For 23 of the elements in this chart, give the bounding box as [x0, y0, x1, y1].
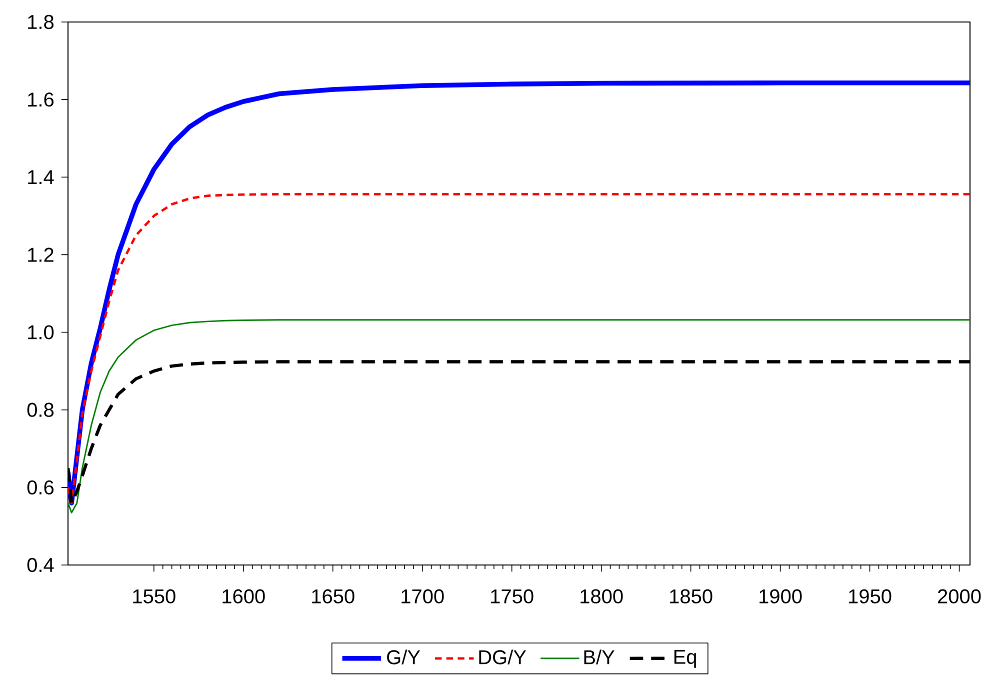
legend-label: B/Y	[584, 650, 614, 664]
legend-label: G/Y	[387, 650, 420, 664]
legend-label: Eq	[674, 650, 696, 668]
x-tick-label: 2000	[938, 589, 981, 604]
x-tick-label: 1550	[133, 589, 176, 604]
x-tick-label: 1650	[312, 589, 354, 604]
x-tick-label: 1600	[222, 589, 265, 604]
x-tick-label: 1700	[402, 589, 444, 604]
y-tick-label: 1.0	[28, 325, 54, 340]
x-tick-label: 1950	[849, 589, 892, 604]
legend-label: DG/Y	[479, 650, 526, 664]
line-series	[68, 80, 970, 506]
y-tick-label: 1.8	[28, 14, 54, 30]
y-tick-label: 0.4	[27, 558, 54, 572]
x-tick-label: 1750	[491, 589, 534, 604]
y-tick-label: 1.2	[28, 248, 54, 262]
y-tick-label: 1.6	[28, 92, 54, 107]
y-tick-label: 0.8	[27, 402, 54, 417]
x-tick-label: 1850	[670, 589, 712, 604]
y-tick-label: 0.6	[27, 480, 54, 494]
x-tick-label: 1900	[760, 589, 802, 604]
x-tick-label: 1800	[580, 589, 623, 604]
y-tick-label: 1.4	[28, 170, 54, 184]
